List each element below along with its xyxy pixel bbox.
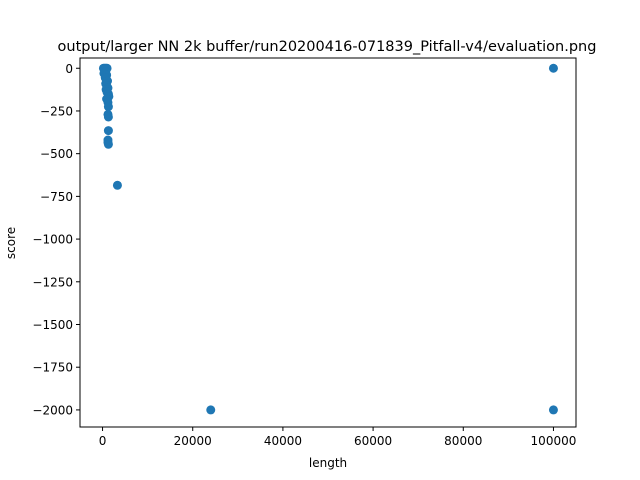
data-point: [103, 102, 113, 112]
y-tick-label: −1500: [32, 318, 73, 332]
y-tick-label: −750: [40, 190, 73, 204]
x-axis-label: length: [309, 456, 347, 470]
x-tick-label: 60000: [354, 434, 392, 448]
data-point: [103, 139, 113, 149]
x-tick-label: 0: [99, 434, 107, 448]
data-point: [206, 405, 216, 415]
y-tick-label: −250: [40, 104, 73, 118]
chart-title: output/larger NN 2k buffer/run20200416-0…: [58, 39, 597, 55]
x-axis: 0 20000 40000 60000 80000 100000: [99, 427, 577, 448]
points-layer: [98, 63, 558, 415]
data-point: [112, 180, 122, 190]
x-tick-label: 80000: [444, 434, 482, 448]
x-tick-label: 20000: [174, 434, 212, 448]
data-point: [548, 405, 558, 415]
y-tick-label: −500: [40, 147, 73, 161]
y-tick-label: −1750: [32, 361, 73, 375]
x-tick-label: 40000: [264, 434, 302, 448]
y-axis-label: score: [4, 227, 18, 259]
y-tick-label: −2000: [32, 403, 73, 417]
y-tick-label: −1250: [32, 275, 73, 289]
data-point: [103, 112, 113, 122]
data-point: [548, 63, 558, 73]
plot-frame: [79, 57, 577, 428]
y-tick-label: −1000: [32, 233, 73, 247]
y-tick-label: 0: [65, 62, 73, 76]
y-axis: 0 −250 −500 −750 −1000 −1250 −1500 −1750 −2000: [32, 62, 80, 417]
data-point: [103, 126, 113, 136]
x-tick-label: 100000: [531, 434, 577, 448]
